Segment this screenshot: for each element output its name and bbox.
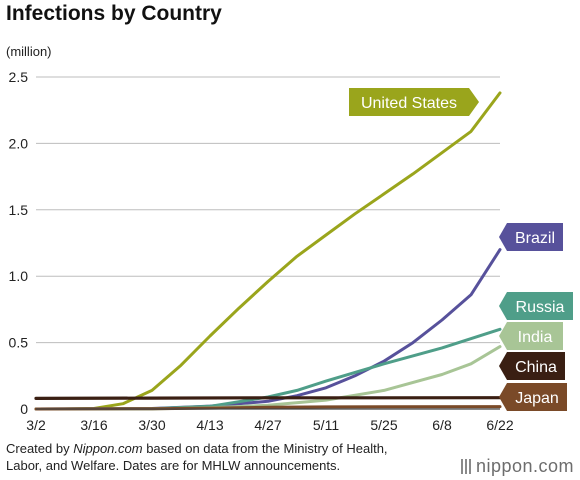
x-tick-label: 5/11 (313, 417, 339, 433)
source-note-suffix: based on data from the Ministry of Healt… (142, 441, 388, 456)
series-line-brazil (34, 248, 502, 411)
series-label-text: China (515, 359, 557, 376)
series-label-text: Japan (515, 390, 559, 407)
x-tick-label: 6/8 (432, 417, 452, 433)
y-tick-label: 2.0 (9, 135, 29, 151)
y-tick-label: 1.0 (9, 268, 29, 284)
y-tick-label: 0 (20, 401, 28, 417)
x-tick-label: 5/25 (370, 417, 397, 433)
series-line-united-states (34, 91, 502, 411)
nippon-logo-text: nippon.com (475, 456, 574, 476)
series-label-box (349, 88, 479, 116)
nippon-logo-icon (460, 459, 471, 474)
series-label-russia: Russia (499, 292, 573, 320)
x-tick-label: 3/30 (138, 417, 165, 433)
x-tick-label: 6/22 (486, 417, 513, 433)
series-label-united-states: United States (349, 88, 479, 116)
x-tick-label: 4/13 (196, 417, 223, 433)
series-label-text: Brazil (515, 230, 555, 247)
source-note-prefix: Created by (6, 441, 74, 456)
series-label-text: Russia (516, 299, 565, 316)
series-label-japan: Japan (499, 383, 567, 411)
source-note-brand: Nippon.com (73, 441, 143, 456)
series-label-box (499, 383, 567, 411)
y-tick-label: 1.5 (9, 202, 29, 218)
source-note-line2: Labor, and Welfare. Dates are for MHLW a… (6, 458, 341, 473)
x-tick-label: 3/16 (80, 417, 107, 433)
y-tick-label: 0.5 (9, 335, 29, 351)
y-axis-unit-label: (million) (6, 44, 52, 59)
series-label-box (499, 223, 563, 251)
series-label-india: India (499, 322, 563, 350)
y-tick-label: 2.5 (9, 69, 29, 85)
x-tick-label: 3/2 (26, 417, 46, 433)
chart-title: Infections by Country (6, 2, 222, 25)
series-label-brazil: Brazil (499, 223, 563, 251)
x-tick-label: 4/27 (254, 417, 281, 433)
series-label-box (499, 352, 565, 380)
series-label-text: India (518, 329, 553, 346)
series-label-text: United States (361, 95, 457, 112)
chart-plot: 0 0.5 1.0 1.5 2.0 2.5 3/2 3/16 3/30 4/13 4/27 5/11 5… (9, 69, 573, 433)
series-label-box (499, 322, 563, 350)
chart-source-note: Created by Nippon.com based on data from… (6, 440, 446, 474)
series-label-china: China (499, 352, 565, 380)
nippon-logo: nippon.com (460, 456, 574, 477)
series-label-box (499, 292, 573, 320)
series-line-china (34, 396, 502, 400)
